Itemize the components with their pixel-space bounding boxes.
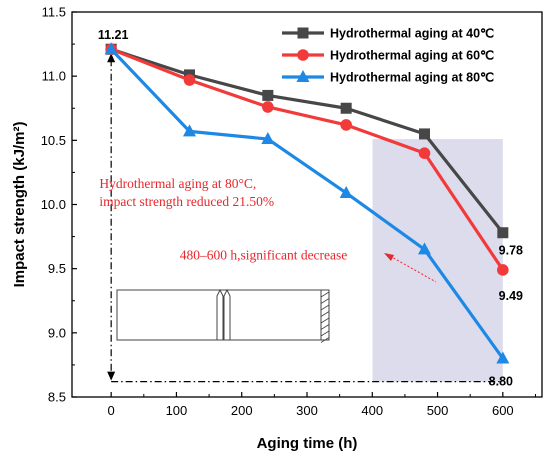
data-point (339, 185, 353, 198)
legend-marker (297, 49, 309, 61)
data-point (418, 147, 431, 159)
specimen-hatch (320, 324, 330, 330)
x-tick-label: 200 (231, 403, 253, 418)
series-line-2 (110, 47, 505, 271)
legend-label: Hydrothermal aging at 40℃ (330, 27, 494, 41)
data-point (104, 42, 118, 55)
data-point (340, 102, 352, 114)
x-tick-label: 300 (296, 403, 318, 418)
y-tick-label: 10.0 (41, 197, 66, 212)
label-layer: 11.21 9.78 9.49 8.80 Hydrothermal aging at 8… (98, 28, 523, 388)
y-tick-label: 9.5 (48, 261, 66, 276)
annotation-text: 480–600 h,significant decrease (180, 248, 348, 263)
legend-marker (297, 27, 309, 39)
data-label: 8.80 (489, 375, 513, 389)
series-layer (104, 42, 510, 364)
data-point (418, 242, 431, 255)
y-tick-label: 11.0 (42, 69, 66, 84)
specimen-sketch (116, 288, 330, 343)
annotation-text: Hydrothermal aging at 80°C, (99, 176, 256, 191)
y-tick-label: 8.5 (48, 390, 66, 405)
series-line-1 (110, 47, 505, 234)
legend-label: Hydrothermal aging at 60℃ (330, 49, 494, 63)
legend-marker (296, 70, 310, 82)
data-point (183, 124, 196, 137)
y-tick-label: 11.5 (42, 5, 66, 20)
x-tick-label: 100 (166, 403, 188, 418)
guide-arrow-up (107, 53, 116, 63)
shade-layer (372, 139, 503, 382)
specimen-hatch (320, 311, 330, 317)
data-point (261, 132, 275, 145)
specimen-hatch (320, 337, 330, 343)
specimen-hatch (320, 317, 330, 324)
data-point (262, 89, 274, 101)
annotation-arrow-line (389, 255, 437, 283)
annotation-arrow-head (384, 253, 394, 261)
y-tick-label: 10.5 (41, 133, 66, 148)
specimen-hatch (320, 298, 330, 304)
data-label: 11.21 (98, 28, 129, 42)
specimen-hatch (320, 330, 330, 337)
specimen-notch-left (216, 288, 224, 340)
specimen-hatch (320, 291, 330, 298)
series-line-3 (110, 48, 505, 360)
x-tick-label: 600 (492, 403, 514, 418)
x-tick-label: 0 (108, 403, 115, 418)
data-label: 9.78 (499, 244, 523, 258)
specimen-notch-right (223, 288, 231, 340)
y-axis-title: Impact strength (kJ/m²) (11, 122, 28, 288)
x-tick-label: 500 (427, 403, 449, 418)
data-point (496, 351, 510, 364)
specimen-hatch (320, 304, 330, 311)
data-point (497, 227, 509, 239)
shaded-region (372, 139, 503, 382)
data-label: 9.49 (499, 289, 523, 303)
x-tick-label: 400 (361, 403, 383, 418)
legend-layer: Hydrothermal aging at 40℃ Hydrothermal ag… (282, 27, 494, 85)
data-point (183, 74, 196, 86)
data-point (340, 119, 352, 131)
legend-label: Hydrothermal aging at 80℃ (330, 71, 494, 85)
data-point (497, 264, 509, 276)
data-point (262, 101, 274, 113)
guide-arrow-down (107, 371, 116, 381)
axes-layer: 0 100 200 300 400 500 600 8.5 9.0 9.5 10.0 10.5 11.0… (11, 5, 543, 452)
annotation-text: impact strength reduced 21.50% (99, 194, 274, 209)
guide-layer (107, 53, 503, 383)
data-point (419, 128, 430, 140)
y-tick-label: 9.0 (48, 325, 66, 340)
x-axis-title: Aging time (h) (257, 435, 358, 452)
specimen-end (320, 289, 330, 341)
